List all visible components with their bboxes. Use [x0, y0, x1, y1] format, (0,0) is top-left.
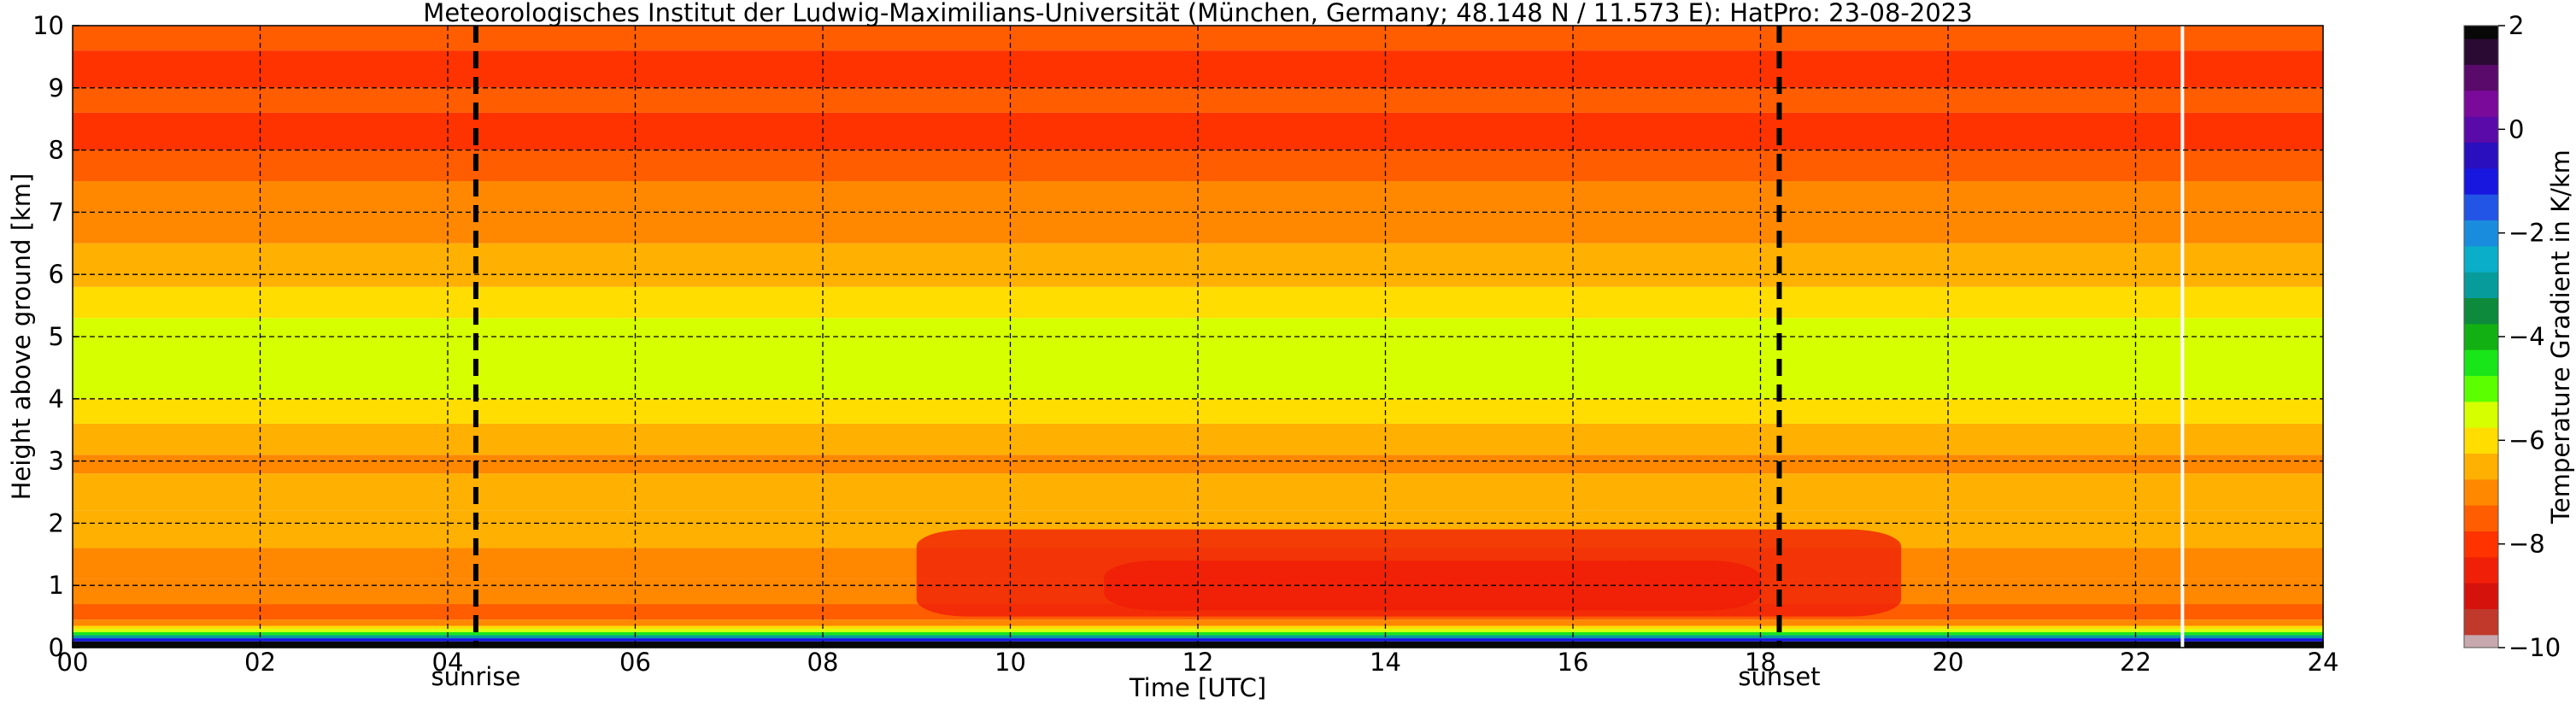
- colorbar-segment: [2464, 401, 2498, 428]
- y-tick-label: 6: [49, 260, 64, 289]
- y-tick-label: 0: [49, 633, 64, 662]
- colorbar-segment: [2464, 427, 2498, 454]
- colorbar-segment: [2464, 375, 2498, 402]
- colorbar-segment: [2464, 38, 2498, 65]
- colorbar-tick-label: −2: [2509, 219, 2545, 248]
- x-tick-label: 00: [57, 648, 89, 677]
- colorbar-segment: [2464, 531, 2498, 558]
- y-tick-label: 1: [49, 571, 64, 600]
- x-tick-label: 12: [1182, 648, 1214, 677]
- x-tick-label: 08: [807, 648, 839, 677]
- colorbar-segment: [2464, 478, 2498, 506]
- x-tick-label: 18: [1745, 648, 1776, 677]
- heatmap-band: [73, 629, 2323, 632]
- x-tick-label: 16: [1558, 648, 1589, 677]
- colorbar-segment: [2464, 194, 2498, 220]
- colorbar-segment: [2464, 26, 2498, 39]
- colorbar-label: Temperature Gradient in K/km: [2546, 150, 2575, 525]
- x-tick-label: 04: [432, 648, 464, 677]
- colorbar-segment: [2464, 556, 2498, 584]
- x-tick-label: 24: [2308, 648, 2339, 677]
- axis-ticks: 00 02 04 06 08 10 12 14 16 18 20 22 24012345678910su…: [32, 11, 2338, 691]
- x-tick-label: 02: [244, 648, 276, 677]
- colorbar-segment: [2464, 634, 2498, 648]
- heatmap-band: [73, 87, 2323, 113]
- colorbar-tick-label: 0: [2509, 114, 2524, 144]
- colorbar-tick-label: −8: [2509, 530, 2545, 559]
- heatmap-band: [73, 619, 2323, 626]
- colorbar-segment: [2464, 505, 2498, 531]
- colorbar-segment: [2464, 245, 2498, 273]
- event-lines: [472, 26, 1782, 648]
- colorbar-segment: [2464, 116, 2498, 143]
- y-tick-label: 7: [49, 197, 64, 226]
- y-tick-label: 10: [32, 11, 64, 40]
- y-tick-label: 9: [49, 73, 64, 103]
- y-axis-label: Height above ground [km]: [7, 173, 36, 501]
- heatmap-band: [73, 638, 2323, 642]
- colorbar-segment: [2464, 167, 2498, 195]
- x-tick-label: 22: [2120, 648, 2151, 677]
- grid: [73, 26, 2323, 648]
- colorbar: 2 0 −2 −4 −6 −8 −10: [2463, 11, 2561, 662]
- colorbar-segment: [2464, 608, 2498, 636]
- y-tick-label: 8: [49, 136, 64, 165]
- colorbar-tick-label: −10: [2509, 633, 2561, 662]
- colorbar-segment: [2464, 90, 2498, 117]
- colorbar-segment: [2464, 220, 2498, 247]
- colorbar-segment: [2464, 323, 2498, 350]
- colorbar-segment: [2464, 453, 2498, 480]
- colorbar-tick-label: 2: [2509, 11, 2524, 40]
- y-tick-label: 5: [49, 322, 64, 351]
- colorbar-tick-label: −6: [2509, 425, 2545, 455]
- colorbar-segment: [2464, 142, 2498, 169]
- y-tick-label: 2: [49, 508, 64, 537]
- colorbar-segment: [2464, 297, 2498, 325]
- x-tick-label: 20: [1933, 648, 1964, 677]
- x-tick-label: 14: [1370, 648, 1401, 677]
- annotation-sunset: sunset: [1738, 662, 1820, 691]
- colorbar-segment: [2464, 64, 2498, 91]
- colorbar-segment: [2464, 349, 2498, 376]
- colorbar-segment: [2464, 583, 2498, 609]
- colorbar-segment: [2464, 272, 2498, 298]
- y-tick-label: 4: [49, 384, 64, 414]
- annotation-sunrise: sunrise: [431, 662, 521, 691]
- x-tick-label: 06: [619, 648, 651, 677]
- colorbar-tick-label: −4: [2509, 322, 2545, 351]
- chart-title: Meteorologisches Institut der Ludwig-Max…: [423, 0, 1972, 27]
- x-axis-label: Time [UTC]: [1129, 673, 1266, 702]
- x-tick-label: 10: [995, 648, 1026, 677]
- y-tick-label: 3: [49, 447, 64, 476]
